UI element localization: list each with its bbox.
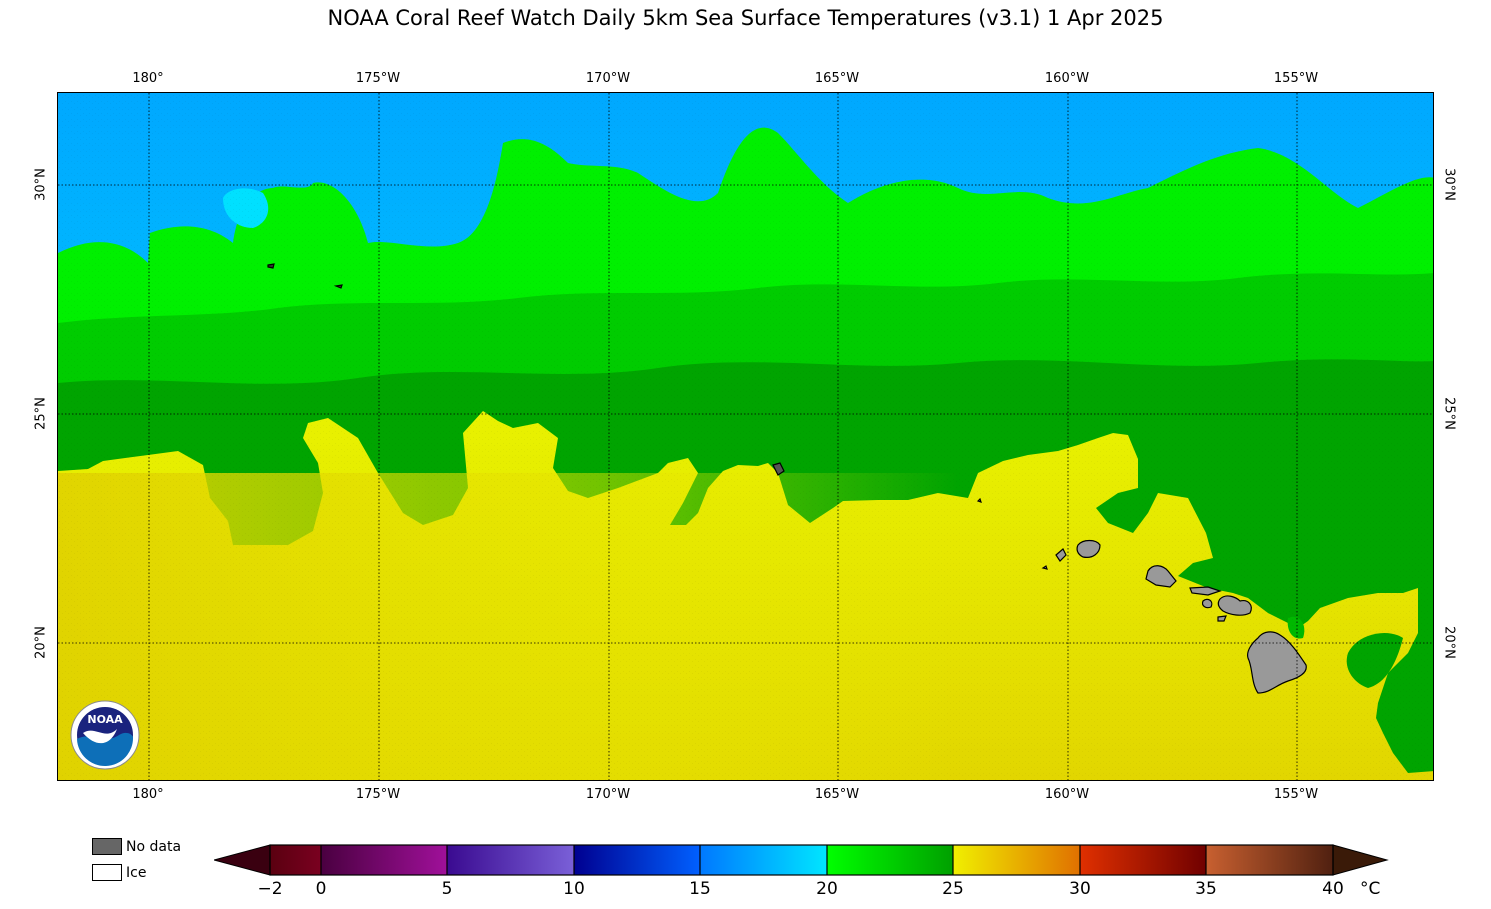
texture	[58, 93, 1433, 780]
latitude-label-right: 30°N	[1441, 168, 1457, 201]
latitude-label-right: 20°N	[1441, 626, 1457, 659]
colorbar-unit: °C	[1360, 879, 1381, 899]
colorbar-tick-label: 30	[1069, 879, 1091, 899]
island-molokai	[1189, 586, 1222, 596]
longitude-label-top: 165°W	[814, 71, 860, 86]
sst-map: NOAA	[57, 92, 1434, 781]
longitude-label-top: 170°W	[585, 71, 631, 86]
island-small-1	[1041, 565, 1048, 570]
colorbar-tick-label: 10	[563, 879, 585, 899]
longitude-label-bottom: 165°W	[814, 787, 860, 802]
noaa-logo-text: NOAA	[87, 713, 123, 726]
longitude-label-top: 160°W	[1044, 71, 1090, 86]
colorbar	[214, 844, 1389, 876]
colorbar-tick-label: 15	[689, 879, 711, 899]
colorbar-tick-label: 40	[1322, 879, 1344, 899]
map-title: NOAA Coral Reef Watch Daily 5km Sea Surf…	[327, 6, 1164, 30]
island-kahoolawe	[1217, 615, 1227, 622]
colorbar-tick-label: 35	[1195, 879, 1217, 899]
colorbar-tick-label: 5	[441, 879, 453, 899]
longitude-label-top: 155°W	[1273, 71, 1319, 86]
graticule	[58, 93, 1433, 780]
island-niihau	[1055, 548, 1067, 562]
longitude-label-top: 175°W	[355, 71, 401, 86]
island-hawaii	[1247, 631, 1307, 694]
noaa-logo: NOAA	[70, 700, 140, 770]
longitude-label-top: 180°	[132, 71, 164, 86]
island-small-4	[267, 263, 275, 269]
island-small-5	[333, 284, 343, 289]
colorbar-tick-label: 25	[942, 879, 964, 899]
ice-swatch	[92, 864, 122, 881]
longitude-label-bottom: 155°W	[1273, 787, 1319, 802]
longitude-label-bottom: 160°W	[1044, 787, 1090, 802]
island-small-3	[772, 462, 785, 476]
sst-map-svg: NOAA	[58, 93, 1433, 780]
latitude-label-right: 25°N	[1441, 397, 1457, 430]
latitude-label-left: 25°N	[33, 397, 49, 430]
colorbar-tick-label: 0	[315, 879, 327, 899]
island-maui	[1217, 595, 1252, 616]
island-small-2	[976, 497, 982, 503]
colorbar-tick-label: −2	[257, 879, 283, 899]
island-lanai	[1201, 598, 1213, 609]
no-data-label: No data	[126, 839, 182, 855]
latitude-label-left: 20°N	[33, 626, 49, 659]
longitude-label-bottom: 170°W	[585, 787, 631, 802]
longitude-label-bottom: 175°W	[355, 787, 401, 802]
ice-label: Ice	[126, 865, 147, 881]
latitude-label-left: 30°N	[33, 168, 49, 201]
hawaii-islands	[267, 263, 1307, 694]
island-kauai	[1076, 539, 1101, 558]
no-data-swatch	[92, 838, 122, 855]
colorbar-tick-label: 20	[816, 879, 838, 899]
longitude-label-bottom: 180°	[132, 787, 164, 802]
island-oahu	[1145, 565, 1177, 588]
